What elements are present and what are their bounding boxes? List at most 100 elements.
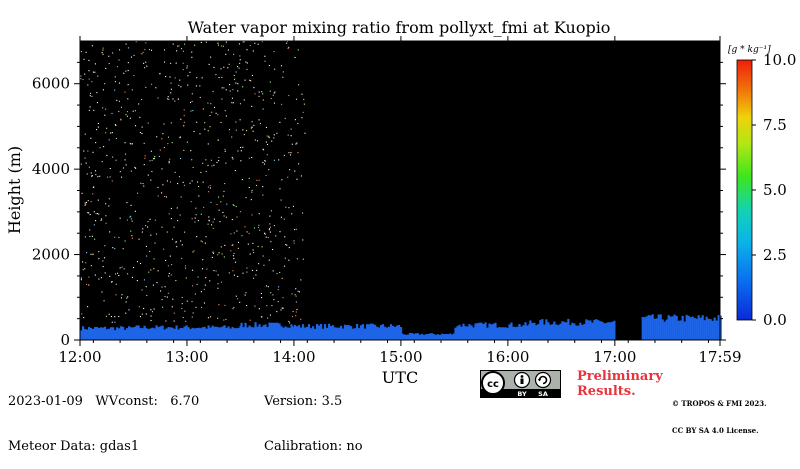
- layer-column: [242, 327, 245, 340]
- noise-point: [210, 103, 212, 105]
- noise-point: [303, 103, 305, 105]
- noise-point: [271, 304, 273, 307]
- noise-point: [277, 301, 279, 303]
- y-tick-label: 6000: [32, 75, 70, 93]
- layer-column: [321, 328, 325, 340]
- noise-point: [143, 307, 145, 310]
- noise-point: [168, 272, 170, 274]
- noise-point: [127, 273, 129, 275]
- noise-point: [209, 316, 212, 318]
- layer-column: [679, 320, 682, 340]
- noise-point: [141, 231, 143, 233]
- noise-point: [217, 114, 219, 116]
- layer-column: [293, 324, 297, 340]
- noise-point: [212, 90, 214, 93]
- noise-point: [218, 209, 220, 211]
- noise-point: [215, 74, 217, 76]
- noise-point: [157, 195, 159, 197]
- layer-column: [717, 314, 720, 340]
- noise-point: [258, 308, 260, 310]
- noise-point: [202, 162, 204, 164]
- noise-point: [180, 48, 183, 50]
- layer-column: [272, 322, 275, 340]
- layer-column: [464, 326, 467, 340]
- layer-column: [541, 319, 544, 340]
- noise-point: [217, 317, 219, 319]
- noise-point: [93, 211, 95, 213]
- layer-column: [118, 328, 121, 340]
- noise-point: [233, 252, 235, 255]
- noise-point: [191, 218, 193, 220]
- by-text: BY: [517, 390, 527, 398]
- layer-column: [223, 325, 226, 340]
- noise-point: [191, 159, 193, 161]
- noise-point: [81, 313, 83, 315]
- noise-point: [204, 242, 206, 244]
- layer-column: [274, 322, 277, 340]
- noise-point: [268, 229, 270, 231]
- noise-point: [90, 137, 92, 139]
- layer-column: [713, 317, 716, 340]
- layer-column: [357, 328, 361, 340]
- layer-column: [531, 322, 534, 340]
- noise-point: [297, 290, 299, 292]
- noise-point: [111, 321, 113, 323]
- noise-point: [254, 42, 256, 44]
- noise-point: [163, 123, 165, 125]
- noise-point: [224, 150, 226, 152]
- noise-point: [196, 121, 198, 123]
- noise-point: [292, 205, 294, 207]
- noise-point: [105, 132, 107, 134]
- layer-column: [699, 317, 702, 340]
- noise-point: [177, 220, 179, 222]
- y-tick-label: 4000: [32, 160, 70, 178]
- no-data-gap: [623, 318, 642, 340]
- layer-column: [516, 326, 519, 340]
- noise-point: [265, 141, 267, 143]
- layer-column: [522, 325, 525, 340]
- layer-column: [707, 318, 710, 340]
- noise-point: [224, 110, 226, 112]
- noise-point: [110, 281, 113, 283]
- layer-column: [98, 327, 101, 340]
- noise-point: [269, 81, 271, 83]
- layer-column: [237, 327, 240, 340]
- noise-point: [252, 50, 254, 52]
- noise-point: [167, 143, 169, 145]
- noise-point: [276, 132, 278, 134]
- noise-point: [153, 268, 155, 270]
- preliminary-line-1: Preliminary: [577, 369, 663, 384]
- noise-point: [105, 203, 107, 205]
- layer-column: [685, 314, 688, 340]
- noise-point: [243, 41, 246, 43]
- noise-point: [103, 257, 106, 259]
- noise-point: [295, 228, 297, 230]
- layer-column: [387, 326, 391, 340]
- layer-column: [393, 326, 397, 340]
- noise-point: [191, 56, 193, 58]
- noise-point: [89, 95, 91, 97]
- noise-point: [95, 142, 97, 144]
- noise-point: [169, 76, 171, 78]
- layer-column: [691, 316, 694, 340]
- noise-point: [266, 143, 269, 146]
- noise-point: [92, 193, 94, 195]
- noise-point: [80, 51, 82, 53]
- noise-point: [281, 307, 283, 309]
- layer-column: [486, 327, 489, 340]
- layer-column: [504, 327, 507, 340]
- noise-point: [266, 305, 268, 307]
- layer-column: [653, 318, 656, 340]
- noise-point: [114, 124, 116, 126]
- noise-point: [211, 111, 213, 113]
- noise-point: [235, 205, 237, 208]
- noise-point: [118, 236, 120, 239]
- noise-point: [220, 68, 222, 70]
- noise-point: [236, 216, 238, 218]
- layer-column: [250, 326, 253, 340]
- noise-point: [166, 180, 169, 182]
- layer-column: [128, 326, 131, 340]
- noise-point: [195, 306, 197, 308]
- noise-point: [166, 296, 168, 298]
- layer-column: [317, 325, 321, 340]
